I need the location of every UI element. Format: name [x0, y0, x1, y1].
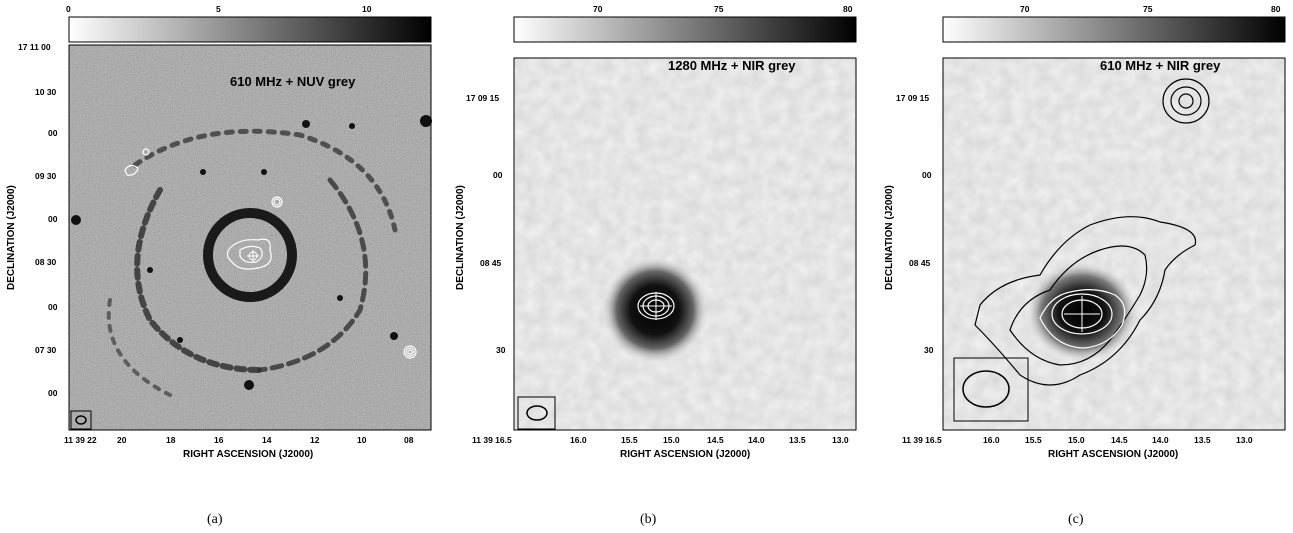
- ylabel-c: DECLINATION (J2000): [884, 185, 895, 290]
- colorbar-b-tick-2: 80: [843, 4, 853, 14]
- svg-text:13.0: 13.0: [1236, 435, 1253, 445]
- svg-text:08: 08: [404, 435, 414, 445]
- colorbar-a-tick-1: 5: [216, 4, 221, 14]
- caption-c: (c): [1068, 512, 1084, 527]
- x-ticks-b: 11 39 16.5 16.0 15.5 15.0 14.5 14.0 13.5…: [472, 435, 849, 445]
- y-ticks-a: 17 11 00 10 30 00 09 30 00 08 30 00 07 3…: [18, 42, 58, 398]
- svg-text:09 30: 09 30: [35, 171, 57, 181]
- colorbar-b-tick-1: 75: [714, 4, 724, 14]
- colorbar-c-tick-2: 80: [1271, 4, 1281, 14]
- panel-b: 70 75 80 1280 MHz + NIR grey 17 09 15 00…: [455, 4, 857, 527]
- nir-source-b: [600, 255, 710, 365]
- svg-text:16: 16: [214, 435, 224, 445]
- annotation-c: 610 MHz + NIR grey: [1100, 58, 1221, 73]
- svg-text:00: 00: [48, 128, 58, 138]
- contours-c: [974, 78, 1210, 386]
- y-ticks-c: 17 09 15 00 08 45 30: [896, 93, 934, 355]
- svg-text:15.5: 15.5: [1025, 435, 1042, 445]
- caption-a: (a): [207, 512, 223, 527]
- svg-text:30: 30: [924, 345, 934, 355]
- colorbar-b: [513, 16, 857, 43]
- svg-text:20: 20: [117, 435, 127, 445]
- svg-text:10 30: 10 30: [35, 87, 57, 97]
- colorbar-a: [68, 16, 432, 43]
- svg-text:13.5: 13.5: [789, 435, 806, 445]
- beam-box-a: [70, 410, 92, 430]
- xlabel-c: RIGHT ASCENSION (J2000): [1048, 449, 1178, 460]
- optical-center-marker-b: [640, 292, 672, 320]
- knots-a: [71, 115, 432, 390]
- beam-box-c: [953, 357, 1029, 422]
- x-ticks-a: 11 39 22 20 18 16 14 12 10 08: [64, 435, 414, 445]
- svg-text:17 09 15: 17 09 15: [896, 93, 929, 103]
- y-ticks-b: 17 09 15 00 08 45 30: [466, 93, 506, 355]
- annotation-b: 1280 MHz + NIR grey: [668, 58, 796, 73]
- svg-text:18: 18: [166, 435, 176, 445]
- ylabel-b: DECLINATION (J2000): [455, 185, 466, 290]
- svg-text:17 09 15: 17 09 15: [466, 93, 499, 103]
- optical-center-marker-c: [1064, 296, 1100, 332]
- ylabel-a: DECLINATION (J2000): [6, 185, 17, 290]
- svg-text:07 30: 07 30: [35, 345, 57, 355]
- svg-text:15.5: 15.5: [621, 435, 638, 445]
- colorbar-c: [942, 16, 1286, 43]
- panel-c: 70 75 80 610 MHz + NIR grey 17 09 15 00 …: [884, 4, 1286, 527]
- svg-text:08 30: 08 30: [35, 257, 57, 267]
- svg-text:15.0: 15.0: [1068, 435, 1085, 445]
- svg-text:08 45: 08 45: [909, 258, 931, 268]
- svg-text:00: 00: [922, 170, 932, 180]
- optical-center-marker-a: [247, 250, 259, 262]
- svg-text:17 11 00: 17 11 00: [18, 42, 51, 52]
- svg-text:14.5: 14.5: [707, 435, 724, 445]
- colorbar-a-tick-0: 0: [66, 4, 71, 14]
- colorbar-b-tick-0: 70: [593, 4, 603, 14]
- svg-text:14: 14: [262, 435, 272, 445]
- colorbar-a-tick-2: 10: [362, 4, 372, 14]
- x-ticks-c: 11 39 16.5 16.0 15.5 15.0 14.5 14.0 13.5…: [902, 435, 1253, 445]
- svg-text:11 39 22: 11 39 22: [64, 435, 97, 445]
- svg-text:13.5: 13.5: [1194, 435, 1211, 445]
- caption-b: (b): [640, 512, 657, 527]
- colorbar-c-tick-0: 70: [1020, 4, 1030, 14]
- annotation-a: 610 MHz + NUV grey: [230, 74, 356, 89]
- svg-text:00: 00: [493, 170, 503, 180]
- colorbar-c-tick-1: 75: [1143, 4, 1153, 14]
- svg-text:11 39 16.5: 11 39 16.5: [472, 435, 512, 445]
- svg-text:14.0: 14.0: [748, 435, 765, 445]
- panel-a: 0 5 10: [6, 4, 432, 527]
- contours-a: [124, 148, 417, 359]
- svg-text:14.0: 14.0: [1152, 435, 1169, 445]
- svg-text:08 45: 08 45: [480, 258, 502, 268]
- svg-text:00: 00: [48, 302, 58, 312]
- svg-text:16.0: 16.0: [570, 435, 587, 445]
- beam-c: [962, 370, 1010, 408]
- svg-text:00: 00: [48, 388, 58, 398]
- svg-text:11 39 16.5: 11 39 16.5: [902, 435, 942, 445]
- xlabel-a: RIGHT ASCENSION (J2000): [183, 449, 313, 460]
- svg-text:10: 10: [357, 435, 367, 445]
- xlabel-b: RIGHT ASCENSION (J2000): [620, 449, 750, 460]
- svg-text:16.0: 16.0: [983, 435, 1000, 445]
- svg-text:30: 30: [496, 345, 506, 355]
- spiral-arms-a: [106, 128, 398, 397]
- svg-text:14.5: 14.5: [1111, 435, 1128, 445]
- beam-box-b: [517, 396, 556, 430]
- beam-a: [75, 415, 87, 425]
- svg-text:15.0: 15.0: [663, 435, 680, 445]
- svg-text:12: 12: [310, 435, 320, 445]
- beam-b: [526, 405, 548, 421]
- svg-text:00: 00: [48, 214, 58, 224]
- svg-text:13.0: 13.0: [832, 435, 849, 445]
